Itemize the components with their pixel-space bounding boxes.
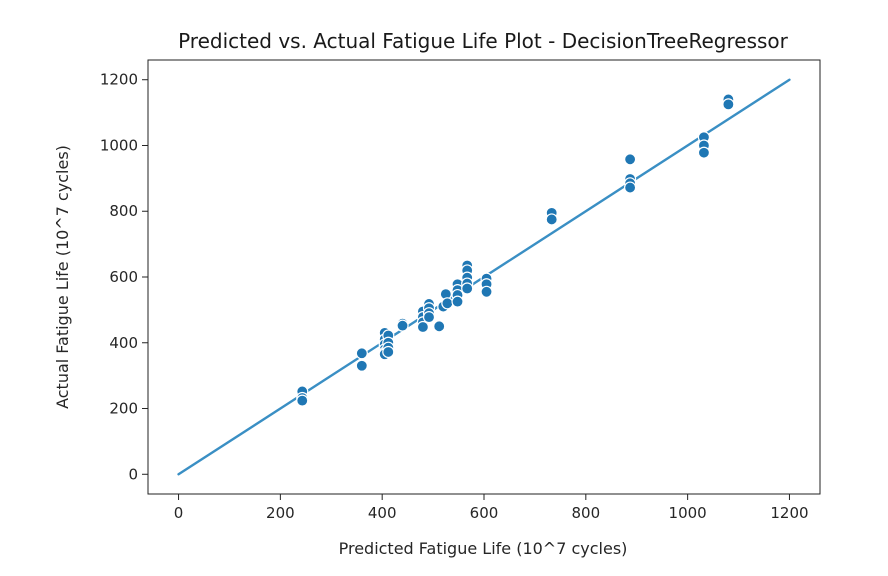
y-axis: 0 200 400 600 800 1000 1200 [100, 71, 148, 483]
chart-title: Predicted vs. Actual Fatigue Life Plot -… [178, 29, 789, 53]
x-axis-label: Predicted Fatigue Life (10^7 cycles) [339, 539, 628, 558]
data-point [355, 347, 368, 360]
data-point [433, 320, 446, 333]
data-point [355, 359, 368, 372]
y-tick-label: 400 [109, 334, 138, 352]
data-point [461, 282, 474, 295]
data-point [416, 320, 430, 334]
x-tick-label: 600 [470, 504, 499, 522]
data-points [296, 93, 735, 407]
data-point [422, 311, 436, 324]
y-tick-label: 200 [109, 400, 138, 418]
y-tick-label: 0 [128, 465, 138, 483]
data-point [480, 285, 493, 298]
x-tick-label: 400 [368, 504, 397, 522]
x-tick-label: 200 [266, 504, 295, 522]
y-axis-label: Actual Fatigue Life (10^7 cycles) [53, 145, 72, 409]
data-point [451, 295, 464, 308]
y-tick-label: 800 [109, 202, 138, 220]
y-tick-label: 1000 [100, 136, 138, 154]
y-tick-label: 600 [109, 268, 138, 286]
x-axis: 0 200 400 600 800 1000 1200 [174, 494, 809, 522]
data-point [441, 297, 454, 310]
x-tick-label: 1000 [669, 504, 707, 522]
x-tick-label: 0 [174, 504, 184, 522]
data-point [624, 153, 637, 166]
data-point [722, 98, 735, 111]
data-point [697, 146, 711, 159]
data-point [624, 181, 637, 194]
x-tick-label: 800 [571, 504, 600, 522]
y-tick-label: 1200 [100, 71, 138, 89]
data-point [396, 319, 409, 332]
data-point [382, 345, 395, 359]
data-point [545, 213, 558, 226]
data-point [296, 394, 309, 407]
x-tick-label: 1200 [770, 504, 808, 522]
